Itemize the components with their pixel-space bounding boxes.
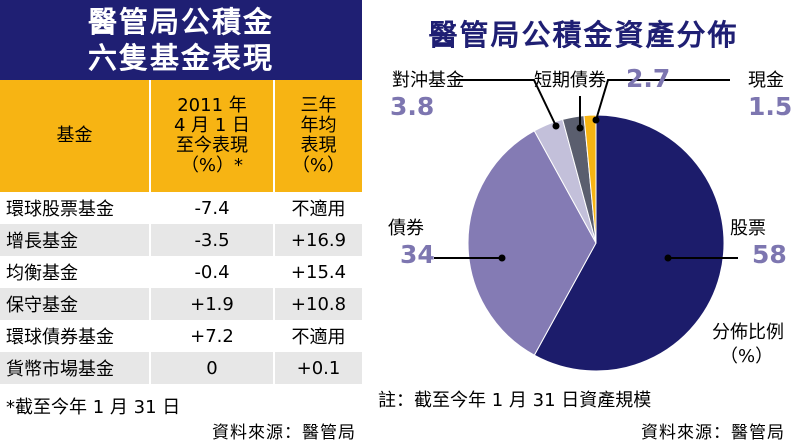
pie-slice-stocks [533, 114, 725, 372]
since-2011-value: -0.4 [150, 256, 275, 288]
fund-name: 貨幣市場基金 [0, 352, 151, 384]
fund-name: 增長基金 [0, 224, 151, 256]
table-row: 均衡基金 -0.4 +15.4 [0, 256, 362, 288]
slice-label-stocks: 股票 [730, 218, 766, 239]
since-2011-value: 0 [150, 352, 275, 384]
header-since-2011: 2011 年 4 月 1 日 至今表現 （%）* [150, 80, 275, 192]
table-header: 基金 2011 年 4 月 1 日 至今表現 （%）* 三年 年均 表現 （%） [0, 80, 362, 192]
chart-note: 註：截至今年 1 月 31 日資產規模 [378, 390, 652, 411]
table-row: 增長基金 -3.5 +16.9 [0, 224, 362, 256]
leader-line-cash [595, 79, 730, 121]
footnote: *截至今年 1 月 31 日 [6, 397, 181, 418]
since-2011-value: -7.4 [150, 192, 275, 224]
panel-title: 醫管局公積金 六隻基金表現 [0, 0, 362, 80]
since-2011-value: +1.9 [150, 288, 275, 320]
table-row: 保守基金 +1.9 +10.8 [0, 288, 362, 320]
pie-slices [467, 114, 725, 372]
header-three-year: 三年 年均 表現 （%） [274, 80, 362, 192]
three-year-value: 不適用 [274, 192, 362, 224]
leader-line-hedge-funds [456, 79, 557, 127]
slice-value-stocks: 58 [752, 240, 787, 269]
pie-chart [434, 79, 738, 372]
fund-performance-table: 基金 2011 年 4 月 1 日 至今表現 （%）* 三年 年均 表現 （%）… [0, 80, 362, 384]
fund-name: 均衡基金 [0, 256, 151, 288]
title-line-2: 六隻基金表現 [87, 41, 274, 75]
three-year-value: +10.8 [274, 288, 362, 320]
table-row: 環球債券基金 +7.2 不適用 [0, 320, 362, 352]
title-line-1: 醫管局公積金 [87, 5, 274, 39]
leader-line-bonds-dot [498, 254, 506, 262]
fund-name: 環球債券基金 [0, 320, 151, 352]
since-2011-value: -3.5 [150, 224, 275, 256]
pie-slice-cash [583, 114, 597, 244]
leader-line-short-term-bonds-dot [576, 124, 584, 132]
slice-label-hedge-funds: 對沖基金 [392, 70, 464, 91]
three-year-value: +16.9 [274, 224, 362, 256]
chart-title: 醫管局公積金資產分佈 [428, 18, 739, 52]
slice-value-bonds: 34 [400, 240, 435, 269]
slice-value-hedge-funds: 3.8 [390, 92, 435, 121]
leader-line-hedge-funds-dot [552, 122, 560, 130]
table-row: 貨幣市場基金 0 +0.1 [0, 352, 362, 384]
slice-value-short-term-bonds: 2.7 [626, 64, 671, 93]
three-year-value: +15.4 [274, 256, 362, 288]
slice-label-bonds: 債券 [388, 218, 424, 239]
header-fund: 基金 [0, 80, 151, 192]
three-year-value: 不適用 [274, 320, 362, 352]
pie-slice-bonds [467, 130, 597, 356]
unit-label: 分佈比例 [712, 322, 784, 343]
leader-lines [434, 79, 738, 262]
leader-line-stocks-dot [664, 254, 672, 262]
fund-performance-panel: 醫管局公積金 六隻基金表現 基金 2011 年 4 月 1 日 至今表現 （%）… [0, 0, 362, 446]
since-2011-value: +7.2 [150, 320, 275, 352]
unit-label-percent: （%） [720, 346, 774, 367]
slice-value-cash: 1.5 [748, 92, 793, 121]
table-row: 環球股票基金 -7.4 不適用 [0, 192, 362, 224]
three-year-value: +0.1 [274, 352, 362, 384]
slice-label-cash: 現金 [748, 70, 784, 91]
asset-allocation-panel: 醫管局公積金資產分佈 股票 58 債券 34 對沖基金 3.8 短期債券 2.7… [368, 0, 799, 446]
slice-label-short-term-bonds: 短期債券 [534, 70, 606, 91]
fund-name: 環球股票基金 [0, 192, 151, 224]
fund-name: 保守基金 [0, 288, 151, 320]
leader-line-cash-dot [592, 116, 600, 124]
source-credit: 資料來源：醫管局 [212, 423, 356, 443]
source-credit: 資料來源：醫管局 [641, 423, 785, 443]
